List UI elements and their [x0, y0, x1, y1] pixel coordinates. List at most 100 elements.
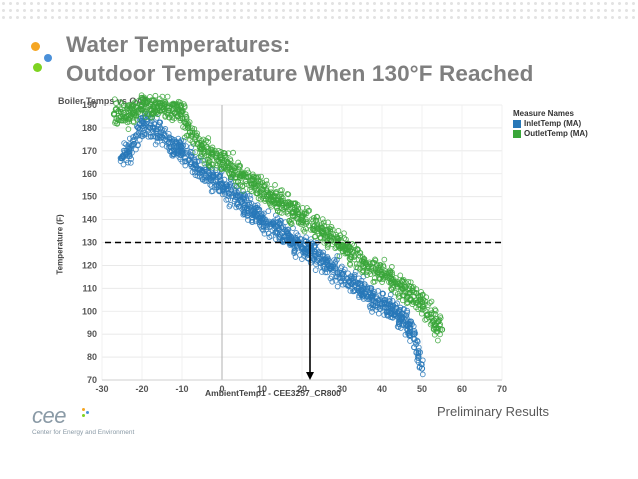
point-inlet — [179, 158, 186, 165]
point-inlet — [315, 249, 322, 256]
point-outlet — [319, 216, 326, 222]
point-outlet — [389, 269, 395, 276]
point-inlet — [382, 296, 389, 303]
point-inlet — [247, 204, 254, 211]
data-point-inlet — [278, 230, 286, 237]
point-inlet — [216, 182, 222, 188]
point-outlet — [253, 190, 260, 197]
point-outlet — [248, 188, 255, 194]
point-inlet — [178, 137, 185, 144]
point-outlet — [400, 297, 406, 304]
point-inlet — [126, 152, 133, 159]
data-point-outlet — [110, 111, 118, 118]
point-outlet — [125, 126, 132, 132]
point-inlet — [162, 126, 169, 132]
legend-item-inlet: InletTemp (MA) — [513, 119, 588, 129]
x-axis-label: AmbientTemp1 - CEE3257_CR800 — [205, 388, 341, 398]
point-outlet — [153, 100, 159, 107]
point-outlet — [209, 152, 215, 158]
slide-title-line-2: Outdoor Temperature When 130°F Reached — [66, 61, 534, 86]
data-point-inlet — [318, 257, 326, 264]
point-inlet — [387, 291, 394, 298]
point-outlet — [415, 306, 421, 313]
green-bullet-dot — [33, 63, 42, 72]
point-outlet — [300, 226, 307, 233]
point-inlet — [168, 135, 174, 142]
point-outlet — [289, 208, 296, 215]
point-inlet — [207, 175, 214, 182]
point-inlet — [139, 125, 146, 132]
x-tick-label: 0 — [219, 384, 224, 394]
point-outlet — [143, 114, 149, 121]
point-outlet — [370, 279, 377, 285]
point-outlet — [205, 145, 211, 152]
point-outlet — [168, 112, 174, 118]
point-outlet — [218, 166, 225, 173]
point-inlet — [165, 131, 172, 137]
point-inlet — [271, 220, 278, 227]
point-outlet — [415, 294, 422, 300]
point-outlet — [260, 195, 267, 202]
point-inlet — [300, 249, 306, 256]
point-outlet — [171, 102, 178, 108]
point-outlet — [118, 100, 125, 107]
point-inlet — [177, 140, 184, 146]
data-point-outlet — [198, 145, 206, 152]
point-inlet — [334, 283, 341, 290]
x-tick-label: 30 — [337, 384, 347, 394]
point-inlet — [392, 302, 399, 308]
point-inlet — [334, 253, 341, 259]
point-outlet — [287, 220, 294, 227]
point-outlet — [347, 262, 354, 268]
data-point-inlet — [218, 182, 226, 189]
point-inlet — [248, 207, 255, 213]
point-inlet — [312, 267, 319, 273]
point-inlet — [332, 265, 339, 272]
point-inlet — [414, 337, 421, 344]
point-outlet — [313, 213, 320, 220]
point-outlet — [422, 298, 428, 304]
point-outlet — [201, 160, 208, 167]
point-outlet — [417, 305, 424, 312]
point-inlet — [413, 350, 420, 356]
point-outlet — [325, 219, 331, 226]
point-outlet — [403, 300, 410, 307]
point-outlet — [392, 289, 399, 296]
point-outlet — [272, 182, 278, 188]
point-inlet — [150, 124, 156, 130]
point-outlet — [115, 108, 122, 114]
point-inlet — [254, 202, 261, 208]
point-outlet — [255, 178, 262, 184]
point-inlet — [372, 303, 379, 309]
point-outlet — [413, 289, 419, 296]
point-inlet — [292, 254, 299, 260]
point-inlet — [193, 164, 200, 170]
point-inlet — [175, 135, 182, 142]
point-outlet — [212, 147, 218, 154]
point-inlet — [265, 230, 272, 237]
data-point-outlet — [178, 108, 186, 115]
legend-title: Measure Names — [513, 109, 574, 118]
point-inlet — [338, 265, 344, 271]
point-inlet — [135, 125, 142, 131]
data-point-outlet — [398, 285, 406, 292]
slide-title-line-1: Water Temperatures: — [66, 32, 291, 57]
point-inlet — [360, 286, 366, 293]
point-outlet — [431, 331, 438, 338]
point-outlet — [114, 120, 120, 127]
point-inlet — [266, 234, 273, 240]
point-outlet — [228, 170, 235, 177]
cee-logo: cee Center for Energy and Environment — [32, 405, 134, 437]
point-outlet — [406, 283, 413, 289]
point-inlet — [356, 275, 362, 282]
point-outlet — [389, 263, 395, 270]
point-inlet — [384, 312, 391, 319]
point-inlet — [341, 266, 348, 273]
point-outlet — [318, 221, 325, 228]
chart-legend: Measure Names InletTemp (MA) OutletTemp … — [513, 109, 588, 139]
point-outlet — [329, 241, 336, 248]
y-tick-label: 80 — [87, 352, 97, 362]
point-outlet — [432, 307, 439, 314]
point-inlet — [220, 187, 227, 194]
data-point-outlet — [258, 186, 266, 193]
